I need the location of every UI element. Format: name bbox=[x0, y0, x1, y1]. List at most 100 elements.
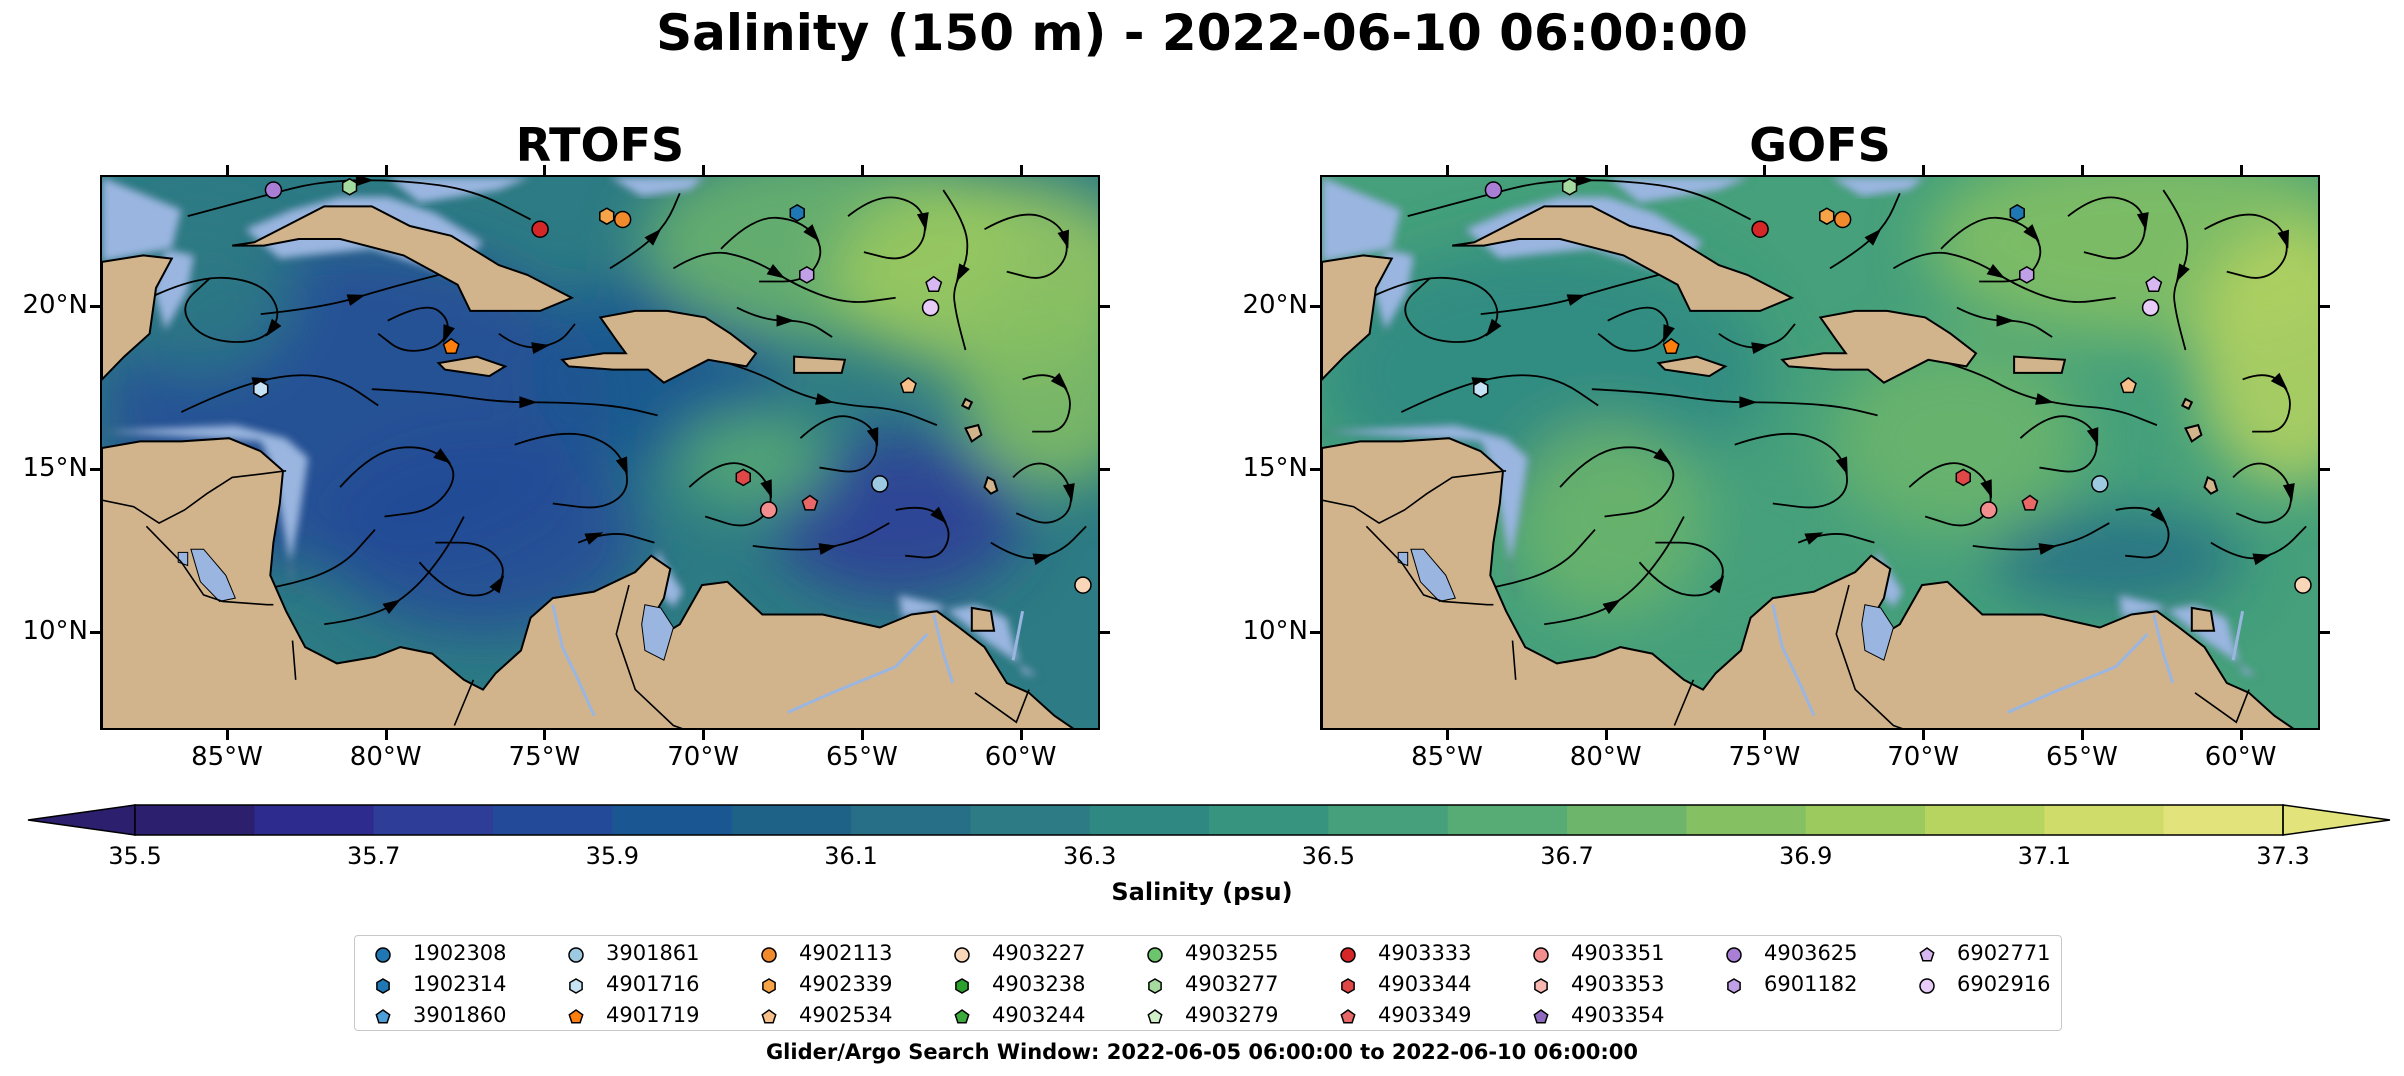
tick-mark bbox=[90, 467, 100, 471]
float-marker-4901719[interactable] bbox=[1662, 337, 1680, 354]
tick-mark bbox=[2320, 304, 2330, 308]
tick-mark bbox=[2320, 631, 2330, 635]
lon-tick-label: 75°W bbox=[1728, 742, 1801, 772]
land-polygon bbox=[1452, 205, 1795, 312]
land-polygon bbox=[436, 355, 508, 378]
float-marker-4902339[interactable] bbox=[599, 207, 615, 226]
land-polygon bbox=[960, 397, 974, 411]
panel-title-gofs: GOFS bbox=[1749, 118, 1891, 172]
country-border bbox=[145, 525, 274, 606]
tick-mark bbox=[1604, 165, 1608, 175]
float-marker-4903333[interactable] bbox=[531, 220, 549, 238]
lon-tick-label: 80°W bbox=[1569, 742, 1642, 772]
legend-marker-pentagon bbox=[375, 1009, 391, 1024]
float-marker-4902113[interactable] bbox=[1833, 210, 1852, 229]
float-marker-4903344[interactable] bbox=[1955, 468, 1971, 487]
lat-tick-label: 10°N bbox=[22, 616, 88, 647]
lon-tick-label: 65°W bbox=[2045, 742, 2118, 772]
float-marker-4901716[interactable] bbox=[1473, 380, 1489, 399]
float-marker-4903227[interactable] bbox=[1074, 576, 1092, 594]
float-marker-6902916[interactable] bbox=[921, 298, 940, 317]
map-gofs[interactable] bbox=[1320, 175, 2320, 730]
float-marker-6902771[interactable] bbox=[925, 275, 943, 292]
country-border bbox=[1511, 640, 1517, 680]
float-marker-4903277[interactable] bbox=[341, 177, 358, 196]
float-marker-4903349[interactable] bbox=[2021, 494, 2039, 511]
float-marker-6901182[interactable] bbox=[2019, 266, 2035, 284]
colorbar-tick-label: 35.7 bbox=[346, 842, 401, 870]
legend-label: 4902113 bbox=[799, 941, 893, 965]
colorbar-tick-label: 36.5 bbox=[1301, 842, 1356, 870]
land-polygon bbox=[1322, 254, 1394, 381]
tick-mark bbox=[1604, 730, 1608, 740]
float-marker-4902339[interactable] bbox=[1819, 207, 1835, 226]
tick-mark bbox=[1763, 165, 1767, 175]
legend-label: 6901182 bbox=[1764, 972, 1858, 996]
colorbar-cell bbox=[254, 805, 375, 835]
float-marker-4903344[interactable] bbox=[735, 468, 751, 487]
colorbar-cell bbox=[1328, 805, 1449, 835]
land-polygon bbox=[2013, 355, 2067, 374]
legend-label: 1902314 bbox=[413, 972, 507, 996]
float-marker-4901719[interactable] bbox=[442, 337, 460, 354]
legend-label: 4903349 bbox=[1378, 1003, 1472, 1027]
float-marker-6901182[interactable] bbox=[799, 266, 815, 284]
land-polygon bbox=[1780, 309, 1978, 384]
float-marker-4903277[interactable] bbox=[1561, 177, 1578, 196]
float-marker-4903351[interactable] bbox=[1979, 501, 1998, 519]
country-border bbox=[1835, 584, 1903, 728]
float-marker-1902314[interactable] bbox=[2009, 204, 2025, 222]
float-marker-4903351[interactable] bbox=[759, 501, 778, 519]
colorbar-extend-min bbox=[27, 804, 136, 836]
country-border bbox=[974, 689, 1030, 724]
legend-marker-circle bbox=[1919, 978, 1935, 994]
river bbox=[2007, 633, 2149, 714]
lon-tick-label: 70°W bbox=[667, 742, 740, 772]
float-marker-4902113[interactable] bbox=[613, 210, 632, 229]
float-marker-6902916[interactable] bbox=[2141, 298, 2160, 317]
float-legend: 1902308 1902314 3901860 3901861 4901716 49017… bbox=[354, 935, 2062, 1031]
lon-tick-label: 60°W bbox=[984, 742, 1057, 772]
float-marker-3901861[interactable] bbox=[871, 475, 889, 493]
float-marker-4902534[interactable] bbox=[899, 376, 917, 394]
land-polygon bbox=[983, 475, 999, 495]
colorbar-tick-label: 36.1 bbox=[824, 842, 878, 870]
legend-marker-hexagon bbox=[376, 978, 390, 994]
tick-mark bbox=[1100, 631, 1110, 635]
float-marker-4903625[interactable] bbox=[264, 181, 283, 199]
float-marker-6902771[interactable] bbox=[2145, 275, 2163, 292]
legend-label: 4903344 bbox=[1378, 972, 1472, 996]
lat-tick-label: 15°N bbox=[1242, 452, 1308, 483]
float-marker-3901861[interactable] bbox=[2091, 475, 2109, 493]
lon-tick-label: 70°W bbox=[1887, 742, 1960, 772]
search-window-text: Glider/Argo Search Window: 2022-06-05 06… bbox=[765, 1040, 1639, 1064]
float-marker-4902534[interactable] bbox=[2119, 376, 2137, 394]
figure-title: Salinity (150 m) - 2022-06-10 06:00:00 bbox=[656, 4, 1748, 62]
tick-mark bbox=[1922, 730, 1926, 740]
river bbox=[932, 614, 955, 684]
colorbar-cell bbox=[1686, 805, 1807, 835]
legend-marker-circle bbox=[954, 947, 970, 963]
legend-label: 4903333 bbox=[1378, 941, 1472, 965]
tick-mark bbox=[90, 304, 100, 308]
legend-marker-hexagon bbox=[1727, 978, 1741, 994]
colorbar-tick-label: 37.3 bbox=[2256, 842, 2310, 870]
legend-label: 4903244 bbox=[992, 1003, 1086, 1027]
legend-label: 4903277 bbox=[1185, 972, 1279, 996]
float-marker-4903333[interactable] bbox=[1751, 220, 1769, 238]
shelf-area bbox=[102, 177, 182, 263]
legend-marker-pentagon bbox=[1340, 1009, 1356, 1024]
float-marker-4903227[interactable] bbox=[2294, 576, 2312, 594]
tick-mark bbox=[2239, 730, 2243, 740]
land-polygon bbox=[1322, 437, 2295, 728]
tick-mark bbox=[2239, 165, 2243, 175]
legend-marker-hexagon bbox=[1341, 978, 1355, 994]
float-marker-4903625[interactable] bbox=[1484, 181, 1503, 199]
float-marker-1902314[interactable] bbox=[789, 204, 805, 222]
river bbox=[551, 604, 596, 717]
lake bbox=[641, 604, 674, 661]
float-marker-4901716[interactable] bbox=[253, 380, 269, 399]
map-rtofs[interactable] bbox=[100, 175, 1100, 730]
land-polygon bbox=[793, 355, 847, 374]
float-marker-4903349[interactable] bbox=[801, 494, 819, 511]
